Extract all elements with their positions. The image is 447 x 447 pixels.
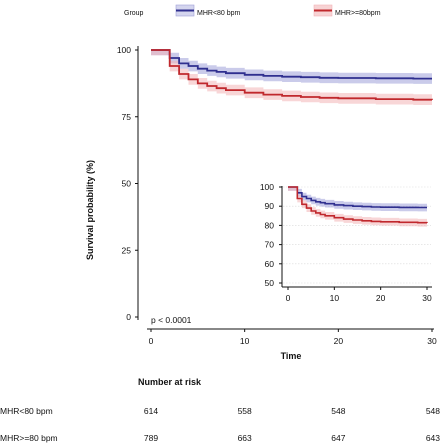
risk-value-low-mhr: 614: [144, 406, 158, 416]
inset-plot: 50 60 70 80 90 100 0 10 20 30: [260, 182, 432, 303]
risk-value-high-mhr: 647: [331, 433, 345, 443]
y-tick-label: 100: [117, 45, 131, 55]
main-band-high-mhr: [151, 50, 432, 106]
main-curve-low-mhr: [151, 49, 432, 80]
inset-band-low-mhr: [288, 187, 427, 212]
y-tick-label: 75: [122, 112, 132, 122]
inset-y-tick-label: 50: [265, 278, 275, 288]
inset-curve-low-mhr: [288, 186, 427, 209]
x-axis-ticks: 0 10 20 30: [149, 329, 437, 346]
inset-band-high-mhr: [288, 187, 427, 227]
main-curve-high-mhr: [151, 49, 433, 101]
inset-x-tick-label: 20: [376, 293, 386, 303]
x-tick-label: 0: [149, 336, 154, 346]
inset-y-tick-label: 80: [265, 220, 275, 230]
risk-row-label-low-mhr: MHR<80 bpm: [0, 406, 53, 416]
x-axis-label: Time: [281, 351, 302, 361]
inset-y-tick-label: 60: [265, 259, 275, 269]
risk-table: Number at risk MHR<80 bpm MHR>=80 bpm 61…: [0, 377, 440, 443]
y-tick-label: 25: [122, 245, 132, 255]
y-tick-label: 50: [122, 179, 132, 189]
risk-value-high-mhr: 663: [238, 433, 252, 443]
inset-curve-high-mhr: [288, 186, 428, 224]
main-confidence-bands: [151, 50, 432, 106]
inset-survival-curves: [288, 186, 428, 224]
main-survival-curves: [151, 49, 433, 101]
legend-label-low-mhr: MHR<80 bpm: [197, 10, 241, 17]
y-tick-label: 0: [126, 312, 131, 322]
inset-y-axis-ticks: 50 60 70 80 90 100: [260, 182, 282, 288]
risk-row-label-high-mhr: MHR>=80 bpm: [0, 433, 58, 443]
inset-y-tick-label: 70: [265, 240, 275, 250]
risk-value-high-mhr: 643: [426, 433, 440, 443]
inset-x-tick-label: 10: [330, 293, 340, 303]
legend-title: Group: [124, 10, 144, 17]
legend: Group MHR<80 bpm MHR>=80bpm: [124, 4, 381, 17]
main-band-low-mhr: [151, 50, 432, 84]
risk-value-low-mhr: 548: [331, 406, 345, 416]
risk-table-title: Number at risk: [138, 377, 202, 387]
inset-x-tick-label: 30: [422, 293, 432, 303]
x-tick-label: 30: [427, 336, 437, 346]
inset-x-tick-label: 0: [286, 293, 291, 303]
y-axis-label: Survival probability (%): [85, 160, 95, 260]
inset-confidence-bands: [288, 187, 427, 227]
risk-value-low-mhr: 558: [238, 406, 252, 416]
legend-label-high-mhr: MHR>=80bpm: [335, 10, 381, 17]
risk-values: 614 558 548 548 789 663 647 643: [144, 406, 440, 443]
p-value-annotation: p < 0.0001: [151, 315, 192, 325]
x-tick-label: 20: [334, 336, 344, 346]
inset-y-tick-label: 100: [260, 182, 274, 192]
inset-x-axis-ticks: 0 10 20 30: [286, 287, 432, 303]
risk-value-high-mhr: 789: [144, 433, 158, 443]
risk-value-low-mhr: 548: [426, 406, 440, 416]
x-tick-label: 10: [240, 336, 250, 346]
inset-y-tick-label: 90: [265, 201, 275, 211]
y-axis-ticks: 0 25 50 75 100: [117, 45, 138, 322]
